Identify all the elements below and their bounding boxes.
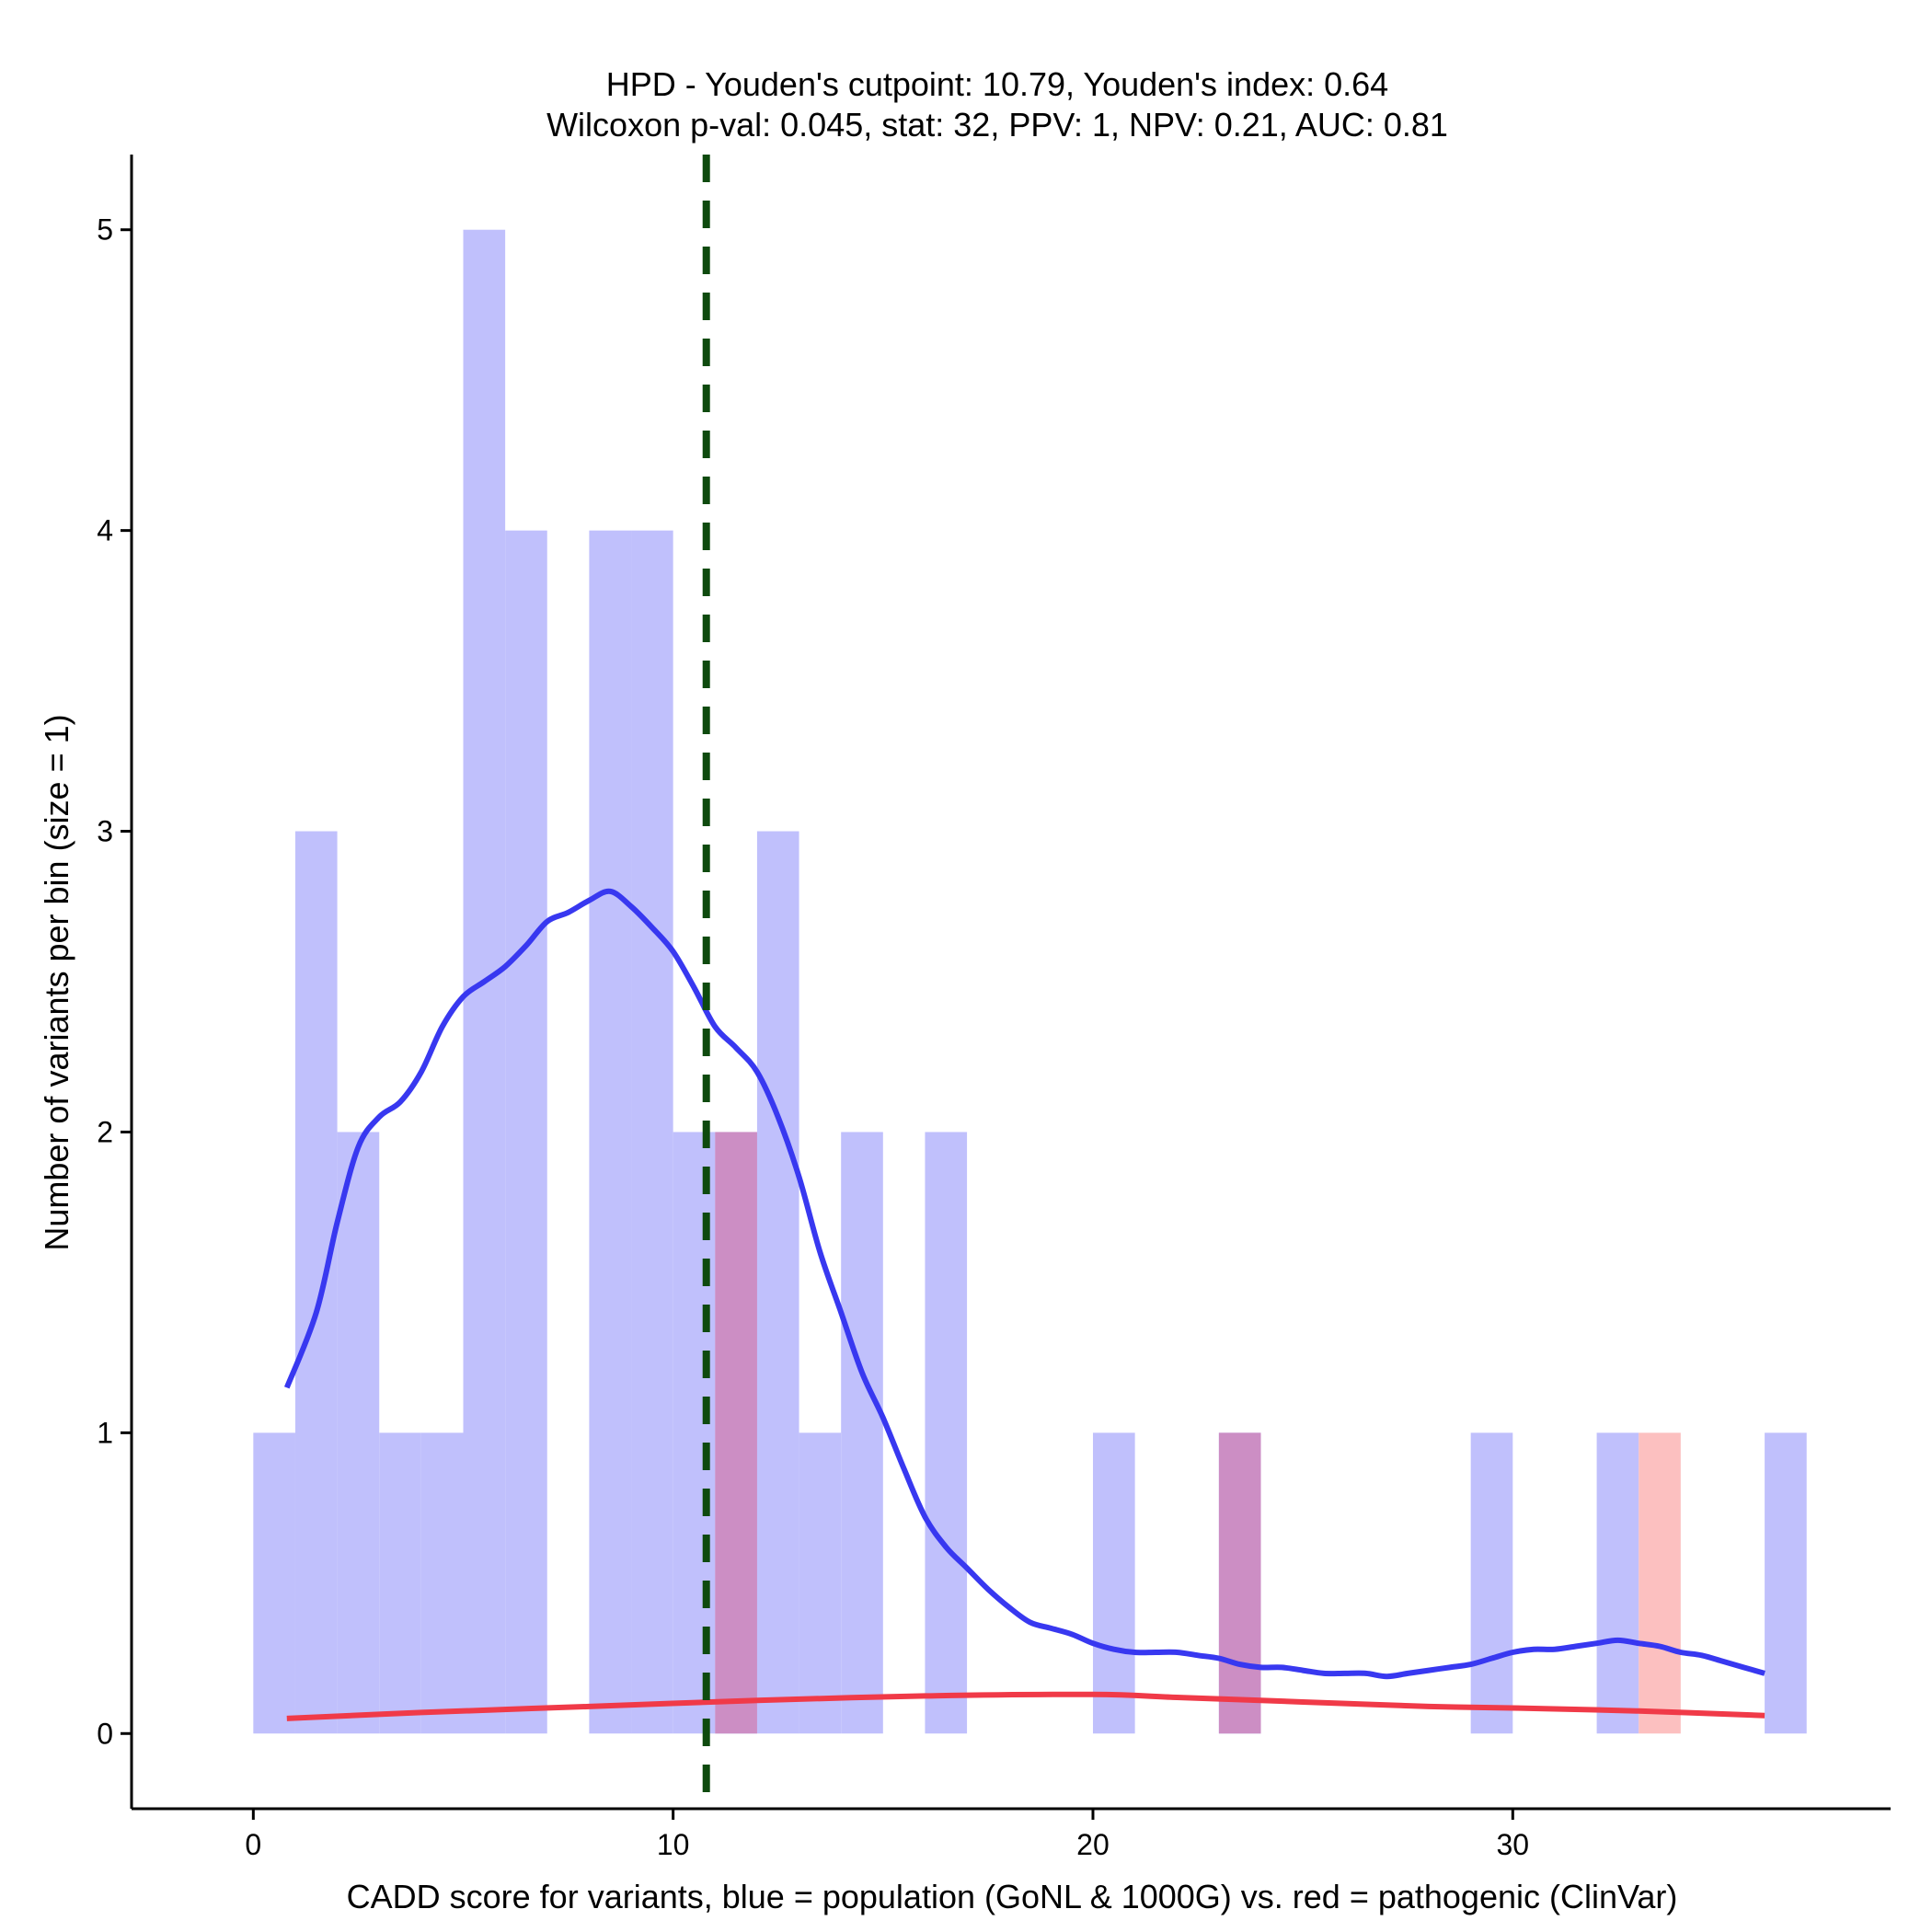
- population-bar-0: [253, 1432, 295, 1734]
- pathogenic-bar-33: [1639, 1432, 1681, 1734]
- population-bar-13: [799, 1432, 842, 1734]
- population-density-line: [284, 888, 1765, 1680]
- x-tick-label-30: 30: [1497, 1828, 1530, 1861]
- population-bar-20: [1092, 1432, 1135, 1734]
- population-bar-29: [1470, 1432, 1513, 1734]
- x-tick-label-10: 10: [657, 1828, 690, 1861]
- y-tick-label-5: 5: [97, 213, 113, 247]
- y-tick-label-0: 0: [97, 1717, 113, 1750]
- chart-title: HPD - Youden's cutpoint: 10.79, Youden's…: [606, 65, 1388, 103]
- overlap-bar-11: [715, 1132, 757, 1734]
- population-bar-12: [756, 831, 799, 1734]
- population-bar-14: [841, 1132, 883, 1734]
- chart-subtitle: Wilcoxon p-val: 0.045, stat: 32, PPV: 1,…: [546, 106, 1448, 144]
- x-axis-label: CADD score for variants, blue = populati…: [347, 1878, 1678, 1915]
- population-bar-8: [589, 530, 632, 1734]
- histogram-bars: [253, 229, 1807, 1734]
- population-bar-9: [631, 530, 673, 1734]
- x-tick-label-0: 0: [245, 1828, 261, 1861]
- overlap-bar-23: [1218, 1432, 1261, 1734]
- population-bar-16: [925, 1132, 968, 1734]
- y-axis-label: Number of variants per bin (size = 1): [38, 714, 75, 1250]
- y-tick-label-4: 4: [97, 514, 113, 547]
- tick-marks: 0 10 20 30 0 1 2 3 4 5: [97, 213, 1529, 1861]
- population-bar-6: [505, 530, 547, 1734]
- population-bar-3: [379, 1432, 421, 1734]
- population-bar-1: [294, 831, 338, 1734]
- y-tick-label-1: 1: [97, 1416, 113, 1449]
- x-tick-label-20: 20: [1076, 1828, 1110, 1861]
- y-tick-label-2: 2: [97, 1115, 113, 1148]
- population-bar-32: [1596, 1432, 1639, 1734]
- population-bar-4: [420, 1432, 464, 1734]
- y-tick-label-3: 3: [97, 815, 113, 848]
- pathogenic-density-line: [286, 1691, 1765, 1721]
- population-bar-36: [1765, 1432, 1807, 1734]
- density-lines: [284, 888, 1765, 1721]
- population-bar-2: [337, 1132, 380, 1734]
- axes: [130, 155, 1891, 1811]
